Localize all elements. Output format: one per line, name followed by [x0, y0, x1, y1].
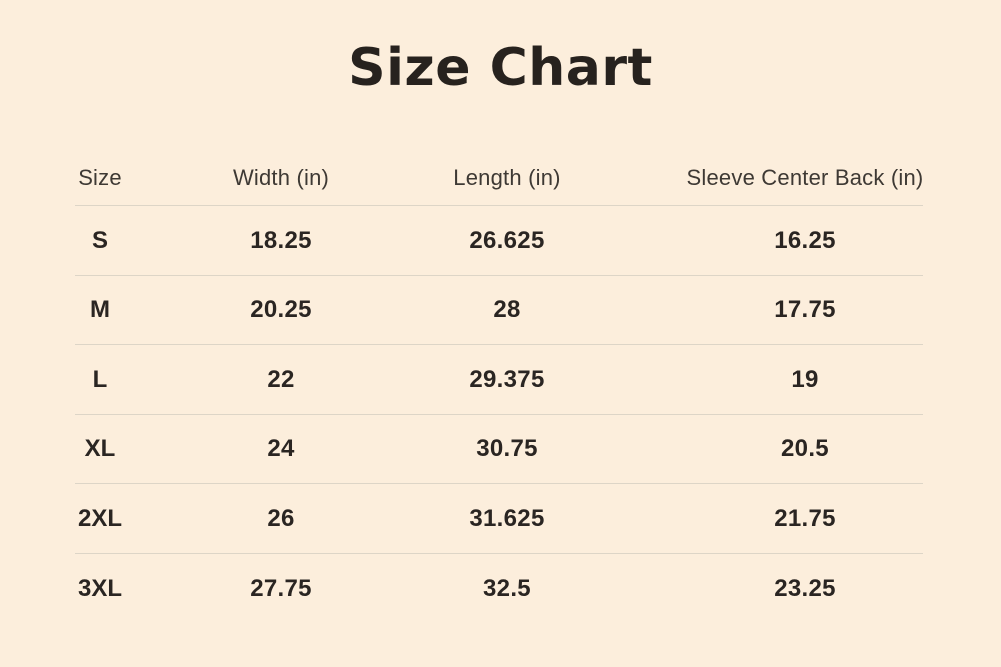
- table-row-2xl: 2XL 26 31.625 21.75: [0, 484, 1001, 554]
- width-value: 27.75: [250, 574, 312, 602]
- size-label: M: [90, 296, 110, 324]
- table-header-row: Size Width (in) Length (in) Sleeve Cente…: [0, 150, 1001, 207]
- column-header-width: Width (in): [232, 165, 330, 191]
- width-value: 22: [267, 365, 295, 393]
- sleeve-value: 19: [791, 365, 819, 393]
- size-table: Size Width (in) Length (in) Sleeve Cente…: [0, 150, 1001, 624]
- sleeve-value: 17.75: [774, 296, 836, 324]
- sleeve-value: 23.25: [774, 574, 836, 602]
- size-label: S: [91, 226, 108, 254]
- size-label: L: [92, 365, 108, 393]
- width-value: 24: [267, 435, 295, 463]
- table-row-m: M 20.25 28 17.75: [0, 276, 1001, 346]
- table-row-s: S 18.25 26.625 16.25: [0, 206, 1001, 276]
- length-value: 32.5: [483, 574, 531, 602]
- column-header-size: Size: [78, 165, 122, 191]
- length-value: 26.625: [469, 226, 545, 254]
- page-title: Size Chart: [348, 38, 653, 98]
- sleeve-value: 16.25: [774, 226, 836, 254]
- sleeve-value: 20.5: [781, 435, 829, 463]
- width-value: 18.25: [250, 226, 312, 254]
- column-header-sleeve: Sleeve Center Back (in): [686, 165, 924, 191]
- size-label: 3XL: [77, 574, 122, 602]
- table-row-l: L 22 29.375 19: [0, 345, 1001, 415]
- column-header-length: Length (in): [453, 165, 561, 191]
- size-label: XL: [84, 435, 116, 463]
- table-row-xl: XL 24 30.75 20.5: [0, 415, 1001, 485]
- length-value: 30.75: [476, 435, 538, 463]
- length-value: 28: [493, 296, 521, 324]
- table-row-3xl: 3XL 27.75 32.5 23.25: [0, 554, 1001, 624]
- length-value: 31.625: [469, 504, 545, 532]
- size-label: 2XL: [77, 504, 122, 532]
- sleeve-value: 21.75: [774, 504, 836, 532]
- width-value: 20.25: [250, 296, 312, 324]
- width-value: 26: [267, 504, 295, 532]
- length-value: 29.375: [469, 365, 545, 393]
